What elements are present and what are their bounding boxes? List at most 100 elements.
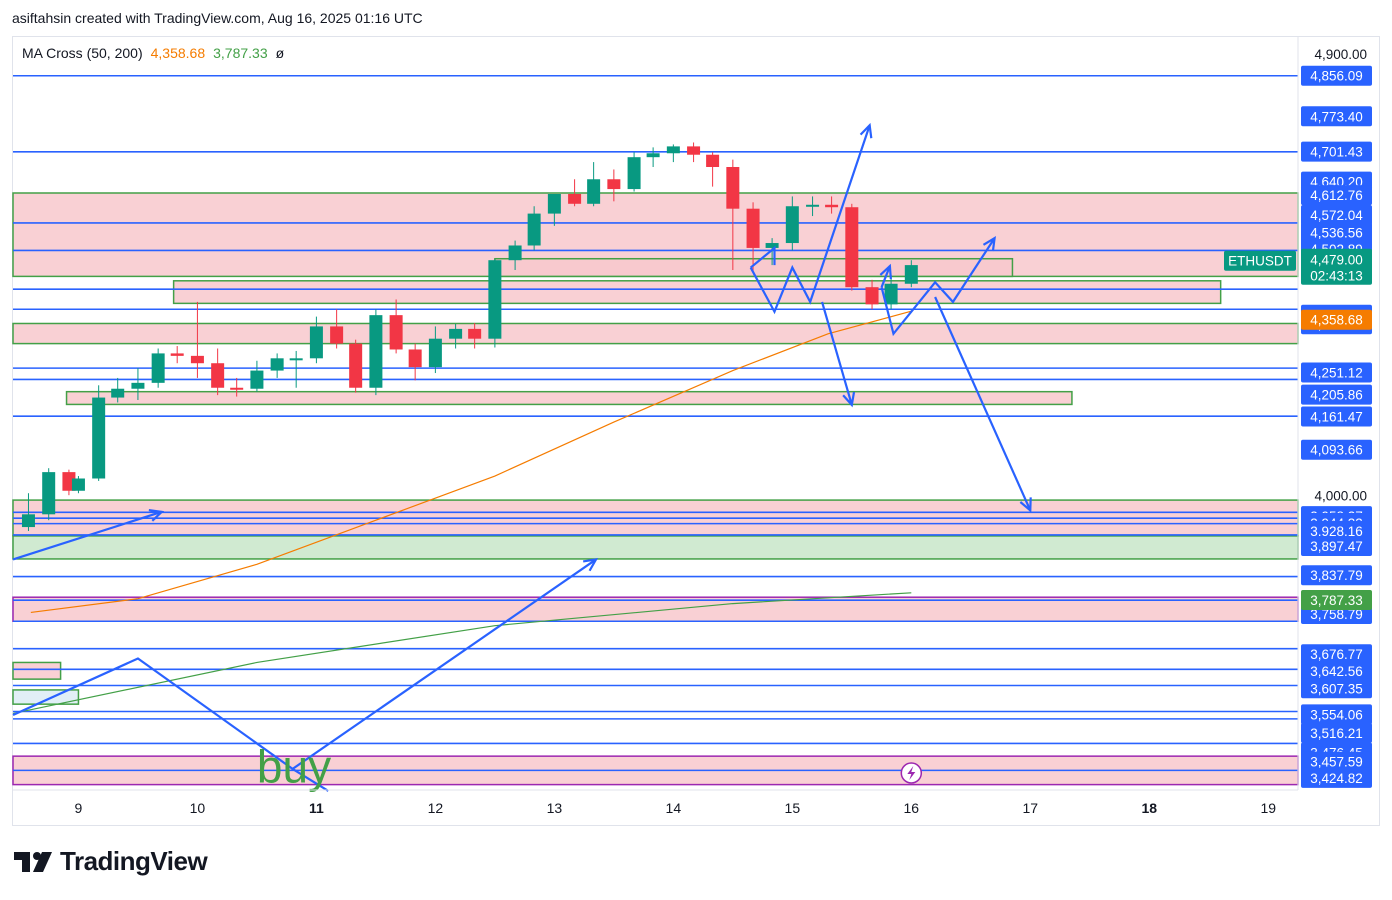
ma200-price-label: 3,787.33	[1310, 593, 1363, 608]
indicator-legend[interactable]: MA Cross (50, 200) 4,358.68 3,787.33 ø	[22, 45, 284, 61]
level-price-badge	[1301, 65, 1372, 86]
candle-body	[666, 146, 680, 154]
tradingview-logo-icon	[14, 851, 52, 872]
level-price-label: 3,897.47	[1310, 539, 1363, 554]
x-axis-tick-label: 17	[1023, 800, 1039, 816]
candle-body	[349, 343, 363, 388]
level-price-label: 3,928.16	[1310, 524, 1363, 539]
candle-body	[250, 370, 264, 389]
ma50-line	[30, 310, 912, 614]
level-price-badge	[1301, 767, 1372, 788]
level-price-badge	[1301, 222, 1372, 243]
y-axis-tick-label: 4,900.00	[1314, 47, 1367, 62]
level-price-badge	[1301, 362, 1372, 383]
x-axis-tick-label: 16	[904, 800, 920, 816]
projection-arrow	[821, 301, 853, 406]
level-price-badge	[1301, 704, 1372, 725]
level-price-badge	[1301, 185, 1372, 206]
ma50-value: 4,358.68	[150, 45, 206, 61]
projection-arrow-head	[842, 391, 856, 408]
bar-countdown-label: 02:43:13	[1310, 269, 1363, 284]
candle-body	[547, 193, 561, 214]
candle-body	[845, 207, 859, 288]
candle-body	[587, 179, 601, 204]
current-price-label: 4,479.00	[1310, 253, 1363, 268]
x-axis-tick-label: 18	[1141, 800, 1157, 816]
support-resistance-zone	[65, 390, 1073, 406]
x-axis-tick-label: 9	[75, 800, 83, 816]
ma50-price-badge	[1301, 309, 1372, 330]
tradingview-logo[interactable]: TradingView	[14, 846, 208, 877]
ma50-price-label: 4,358.68	[1310, 313, 1363, 328]
support-resistance-zone	[12, 661, 62, 680]
candle-body	[330, 326, 344, 344]
x-axis-tick-label: 14	[666, 800, 682, 816]
candle-body	[607, 179, 621, 190]
level-price-badge	[1301, 406, 1372, 427]
candle-body	[170, 353, 184, 356]
candle-body	[806, 204, 820, 207]
level-price-badge	[1301, 661, 1372, 682]
candle-body	[309, 326, 323, 359]
level-price-badge	[1301, 678, 1372, 699]
level-price-badge	[1301, 535, 1372, 556]
candle-body	[785, 206, 799, 244]
x-axis-tick-label: 13	[547, 800, 563, 816]
candle-body	[646, 153, 660, 158]
candle-body	[289, 358, 303, 361]
level-price-badge	[1301, 384, 1372, 405]
chart-frame	[12, 36, 1380, 826]
level-price-label: 3,516.21	[1310, 726, 1363, 741]
level-price-badge	[1301, 644, 1372, 665]
support-resistance-zone	[12, 322, 1299, 345]
symbol-label: ETHUSDT	[1228, 254, 1292, 269]
level-price-label: 3,607.35	[1310, 681, 1363, 696]
candle-body	[151, 353, 165, 383]
projection-arrow-head	[582, 558, 599, 572]
level-price-label: 4,536.56	[1310, 225, 1363, 240]
projection-arrow	[12, 558, 597, 771]
candle-body	[21, 514, 35, 528]
candle-body	[687, 146, 701, 155]
candle-body	[468, 328, 482, 339]
candle-body	[230, 387, 244, 390]
buy-annotation: buy	[257, 741, 331, 793]
lightning-icon	[907, 766, 916, 780]
candle-body	[765, 243, 779, 248]
projection-arrow-head	[1019, 497, 1032, 513]
projection-arrow-head	[879, 263, 892, 280]
level-price-label: 4,773.40	[1310, 109, 1363, 124]
candle-body	[706, 154, 720, 167]
candle-body	[904, 265, 918, 284]
level-price-label: 3,424.82	[1310, 771, 1363, 786]
candle-body	[211, 363, 225, 388]
x-axis-tick-label: 19	[1260, 800, 1276, 816]
hide-indicator-icon[interactable]: ø	[275, 45, 285, 61]
ma200-price-badge	[1301, 589, 1372, 610]
support-resistance-zone	[172, 280, 1222, 305]
candle-body	[488, 260, 502, 339]
candle-body	[92, 397, 106, 479]
tradingview-wordmark: TradingView	[60, 846, 208, 876]
projection-arrow	[12, 510, 163, 561]
level-price-label: 4,161.47	[1310, 409, 1363, 424]
candle-body	[508, 245, 522, 261]
level-price-label: 4,205.86	[1310, 388, 1363, 403]
level-price-badge	[1301, 751, 1372, 772]
candle-body	[270, 358, 284, 371]
projection-arrow	[749, 124, 871, 315]
x-axis-tick-label: 15	[785, 800, 801, 816]
level-price-label: 3,554.06	[1310, 707, 1363, 722]
candle-body	[42, 472, 56, 515]
level-price-label: 4,093.66	[1310, 443, 1363, 458]
projection-arrow-head	[859, 122, 873, 139]
candle-body	[825, 204, 839, 208]
candle-body	[111, 388, 125, 398]
candle-body	[408, 349, 422, 368]
indicator-name: MA Cross (50, 200)	[22, 45, 143, 61]
candle-body	[746, 208, 760, 248]
level-price-badge	[1301, 141, 1372, 162]
projection-arrow-head	[148, 508, 165, 522]
projection-arrow-head	[982, 236, 996, 252]
